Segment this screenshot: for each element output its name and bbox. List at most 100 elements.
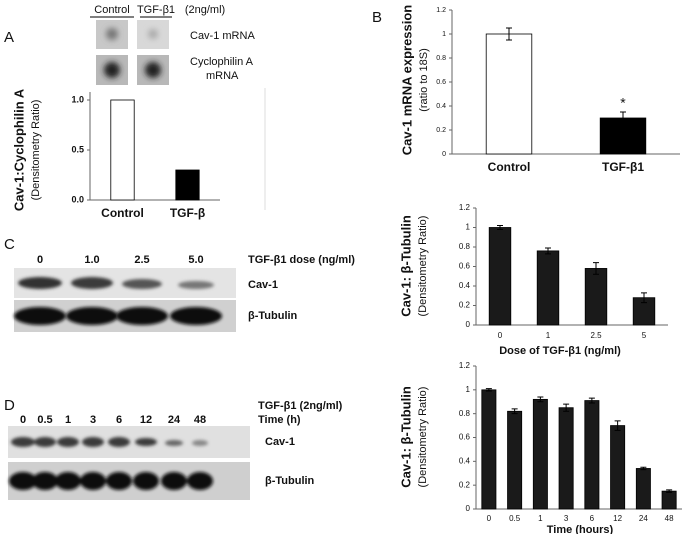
y-tick-label: 1: [466, 223, 471, 232]
lane-label: 1.0: [84, 254, 99, 266]
panel-label: D: [4, 397, 15, 414]
blot-header: Control: [94, 4, 129, 16]
error-bar: [545, 247, 551, 255]
x-tick-label: 3: [564, 514, 569, 523]
x-tick-label: 1: [546, 331, 551, 340]
y-axis-label: Cav-1: β-Tubulin: [398, 386, 413, 488]
blot-a: [90, 16, 172, 85]
y-tick-label: 0.6: [436, 79, 446, 86]
lane-label: 48: [194, 414, 206, 426]
x-tick-label: Control: [488, 160, 531, 174]
y-tick-label: 0.2: [459, 301, 471, 310]
y-axis-label: Cav-1: β-Tubulin: [398, 215, 413, 317]
y-axis-sublabel: (ratio to 18S): [418, 48, 430, 112]
blot-row-label: β-Tubulin: [265, 475, 315, 487]
error-bar: [511, 408, 518, 415]
error-bar: [588, 397, 595, 404]
blot-row-label: mRNA: [206, 70, 239, 82]
x-tick-label: 6: [590, 514, 595, 523]
bar: [661, 490, 677, 510]
panel-label: C: [4, 236, 15, 253]
blot-row-label: Cav-1: [265, 436, 295, 448]
x-axis-label: Dose of TGF-β1 (ng/ml): [499, 345, 621, 357]
bar: [481, 389, 497, 510]
error-bar: [485, 388, 492, 392]
treatment-label: TGF-β1 (2ng/ml): [258, 400, 343, 412]
y-axis-sublabel: (Densitometry Ratio): [30, 100, 42, 201]
bar: [635, 468, 651, 510]
y-tick-label: 1: [442, 31, 446, 38]
x-axis-label: Time (hours): [547, 524, 614, 534]
x-tick-label: 1: [538, 514, 543, 523]
error-bar: [614, 420, 621, 431]
y-tick-label: 0.6: [459, 433, 471, 442]
error-bar: [537, 396, 544, 403]
x-tick-label: 5: [642, 331, 647, 340]
y-axis-sublabel: (Densitometry Ratio): [417, 387, 429, 488]
error-bar: [506, 27, 512, 41]
error-bar: [497, 225, 503, 230]
x-tick-label: 2.5: [590, 331, 602, 340]
error-bar: [641, 292, 647, 304]
y-tick-label: 0: [466, 504, 471, 513]
blot-d: [8, 426, 250, 500]
bar: [584, 268, 608, 326]
y-tick-label: 1.2: [459, 203, 471, 212]
y-tick-label: 0.4: [459, 456, 471, 465]
x-tick-label: Control: [101, 206, 144, 220]
x-tick-label: 0: [498, 331, 503, 340]
y-tick-label: 0.2: [459, 480, 471, 489]
blot-row-label: Cav-1 mRNA: [190, 30, 255, 42]
y-tick-label: 0.4: [459, 281, 471, 290]
bar: [488, 227, 512, 326]
y-axis-sublabel: (Densitometry Ratio): [417, 216, 429, 317]
error-bar: [563, 403, 570, 412]
error-bar: [640, 466, 647, 471]
lane-label: 24: [168, 414, 181, 426]
lane-label: 2.5: [134, 254, 149, 266]
x-tick-label: TGF-β1: [602, 160, 644, 174]
y-tick-label: 0.4: [436, 103, 446, 110]
y-axis-label: Cav-1:Cyclophilin A: [11, 88, 26, 211]
lane-label: 6: [116, 414, 122, 426]
x-tick-label: 0: [487, 514, 492, 523]
y-tick-label: 0: [466, 320, 471, 329]
bar: [532, 398, 548, 510]
y-tick-label: 0.6: [459, 262, 471, 271]
blot-c: [14, 268, 236, 332]
bar: [110, 99, 135, 201]
y-tick-label: 1.0: [71, 94, 84, 104]
treatment-label: TGF-β1 dose (ng/ml): [248, 254, 355, 266]
y-tick-label: 0.8: [459, 409, 471, 418]
bar: [175, 169, 200, 201]
bar: [584, 400, 600, 510]
blot-header: (2ng/ml): [185, 4, 225, 16]
bar: [610, 425, 626, 510]
panel-label: A: [4, 29, 14, 46]
x-tick-label: TGF-β: [170, 206, 205, 220]
lane-label: 1: [65, 414, 71, 426]
lane-label: 5.0: [188, 254, 203, 266]
error-bar: [666, 489, 673, 493]
lane-label: 0: [37, 254, 43, 266]
time-label: Time (h): [258, 414, 301, 426]
lane-label: 0.5: [37, 414, 52, 426]
blot-row-label: Cav-1: [248, 279, 278, 291]
y-tick-label: 0: [442, 151, 446, 158]
blot-row-label: β-Tubulin: [248, 310, 298, 322]
x-tick-label: 24: [639, 514, 648, 523]
y-tick-label: 1.2: [459, 361, 471, 370]
y-tick-label: 0.2: [436, 127, 446, 134]
y-tick-label: 0.0: [71, 194, 84, 204]
lane-label: 12: [140, 414, 152, 426]
y-tick-label: 1: [466, 385, 471, 394]
annotation: *: [620, 95, 626, 111]
error-bar: [620, 111, 626, 125]
y-tick-label: 0.8: [436, 55, 446, 62]
panel-label: B: [372, 9, 382, 26]
y-tick-label: 0.5: [71, 144, 84, 154]
lane-label: 3: [90, 414, 96, 426]
bar: [536, 250, 560, 326]
bar: [558, 407, 574, 510]
